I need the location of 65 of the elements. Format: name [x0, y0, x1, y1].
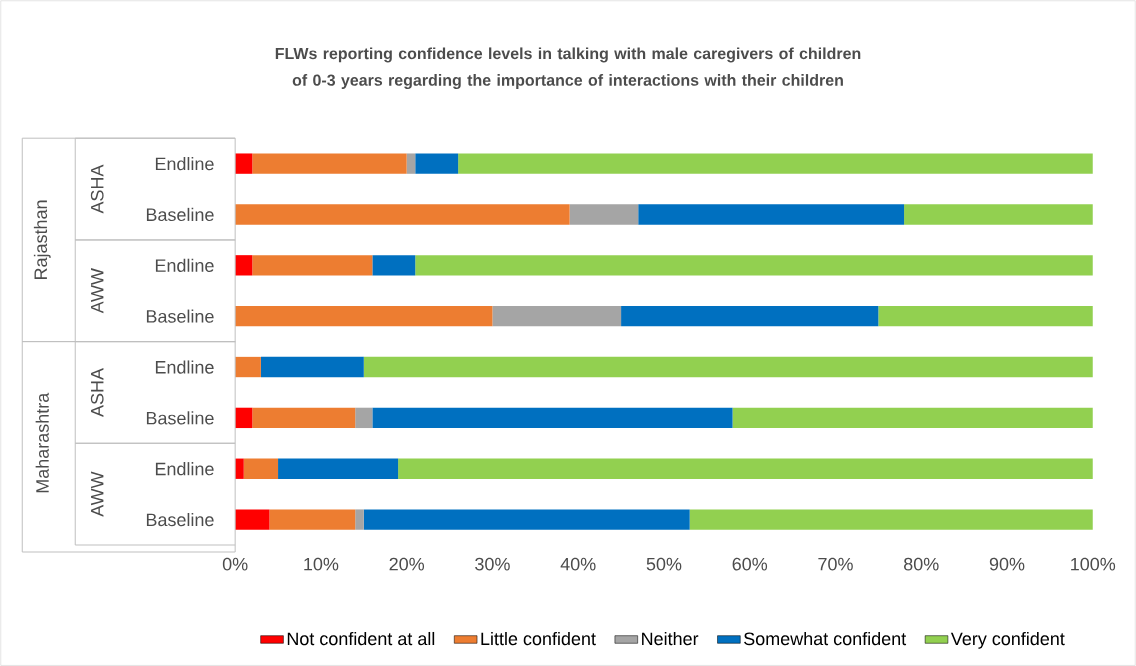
bar — [235, 204, 570, 225]
text: Rajasthan — [33, 200, 51, 279]
bar — [458, 153, 1093, 174]
bar — [235, 356, 261, 378]
bar — [878, 305, 1093, 327]
x-tick-label: 30% — [475, 557, 510, 571]
bar — [355, 407, 373, 428]
legend-label: Little confident — [481, 631, 596, 646]
x-tick-label: 50% — [646, 557, 682, 571]
x-tick-label: 100% — [1071, 557, 1116, 571]
bar — [235, 407, 253, 428]
bar — [415, 255, 1093, 276]
text: AWW — [91, 268, 104, 314]
bar — [252, 153, 407, 174]
text: AWW — [91, 471, 104, 517]
bar — [732, 407, 1093, 428]
x-tick-label: 90% — [989, 557, 1025, 571]
bar — [621, 305, 879, 327]
legend-label: Neither — [642, 631, 699, 646]
x-tick-label: 20% — [389, 557, 425, 571]
bar — [235, 509, 270, 530]
text: ASHA — [90, 367, 104, 417]
bar — [415, 153, 459, 174]
x-tick-label: 70% — [818, 557, 853, 571]
bar — [269, 509, 356, 530]
y-tick-label: Baseline — [146, 207, 214, 221]
bar — [235, 305, 493, 327]
y-tick-label: Baseline — [146, 512, 214, 527]
y-tick-label: Baseline — [146, 309, 214, 323]
bar — [278, 458, 399, 479]
legend-label: Somewhat confident — [744, 631, 907, 646]
x-tick-label: 0% — [222, 557, 248, 571]
y-tick-label: Endline — [155, 462, 214, 476]
bar — [638, 204, 905, 225]
legend-label: Very confident — [950, 631, 1065, 649]
bar — [904, 204, 1093, 225]
bar — [235, 255, 253, 276]
bar — [398, 458, 1093, 479]
bar — [243, 458, 279, 479]
bar — [372, 255, 416, 276]
bar — [492, 305, 622, 327]
bar — [689, 509, 1093, 530]
bar — [363, 356, 1093, 378]
chart-title: FLWs reporting confidence levels in talking with male caregivers of children of 0-3 years regarding the importance of interactions with their children — [275, 47, 861, 89]
text: ASHA — [90, 164, 104, 214]
bar — [252, 407, 356, 428]
x-tick-label: 80% — [904, 557, 939, 571]
bar — [235, 458, 244, 479]
text: Maharashtra — [35, 392, 49, 493]
x-tick-label: 10% — [304, 557, 339, 571]
bar — [355, 509, 364, 530]
y-tick-label: Endline — [155, 360, 214, 374]
bar — [372, 407, 733, 428]
x-tick-label: 40% — [560, 557, 596, 571]
y-tick-label: Endline — [155, 156, 214, 171]
bar — [252, 255, 373, 276]
bar — [260, 356, 364, 378]
bar — [363, 509, 690, 530]
bar — [569, 204, 639, 225]
x-tick-label: 60% — [732, 557, 768, 571]
y-tick-label: Endline — [155, 258, 214, 272]
legend-label: Not confident at all — [287, 631, 435, 646]
y-tick-label: Baseline — [146, 411, 214, 425]
bar — [235, 153, 253, 174]
bar — [406, 153, 416, 174]
